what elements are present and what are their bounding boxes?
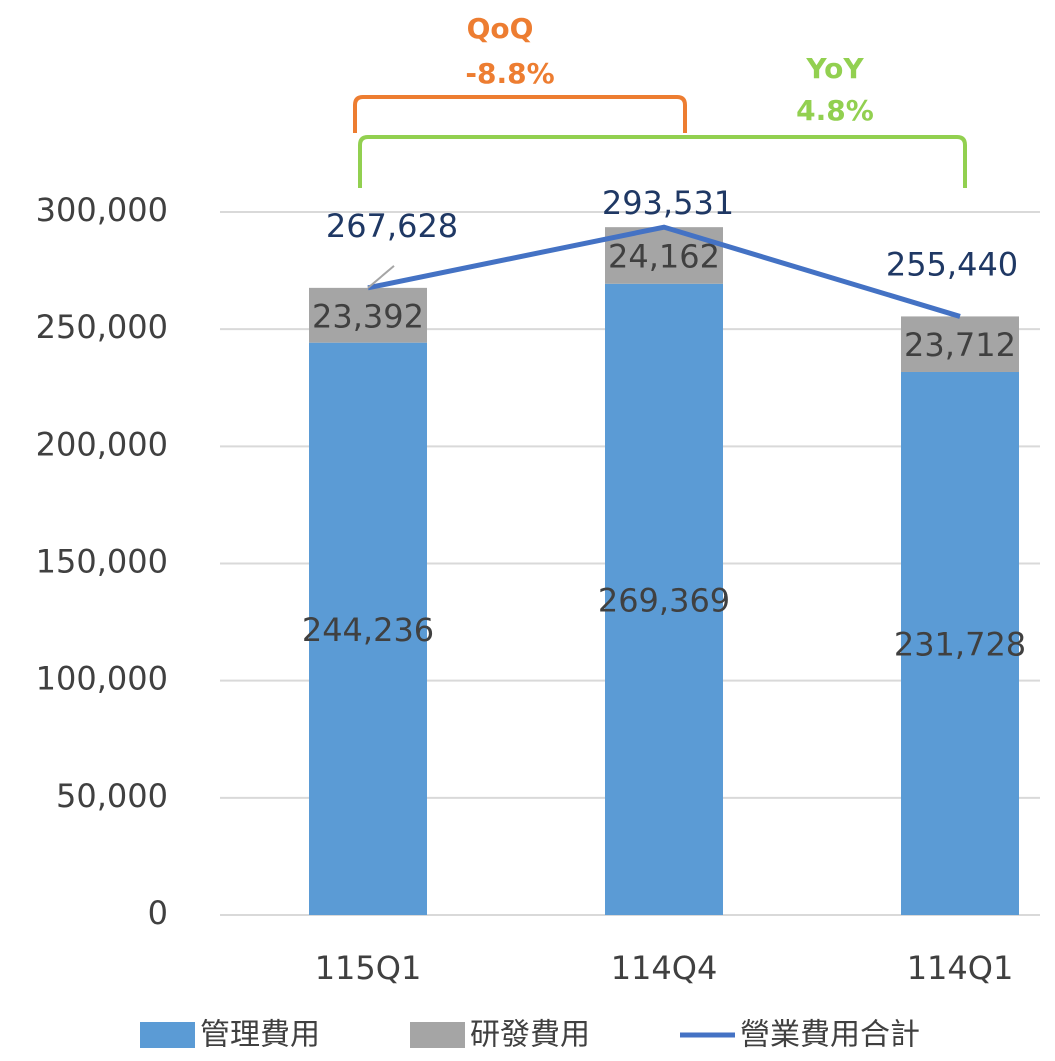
line-series xyxy=(367,224,961,319)
bar-segment xyxy=(901,371,1019,916)
x-tick-label: 114Q4 xyxy=(611,949,718,987)
legend-swatch xyxy=(140,1022,195,1048)
leader-line xyxy=(367,265,395,289)
data-label: 23,712 xyxy=(904,326,1016,364)
bar-segment xyxy=(605,283,723,915)
yoy-value: 4.8% xyxy=(796,94,874,127)
legend-label: 營業費用合計 xyxy=(740,1018,920,1053)
bar-segment xyxy=(901,316,1019,372)
data-label: 244,236 xyxy=(302,611,434,649)
bar-segment xyxy=(309,287,427,343)
yoy-bracket xyxy=(358,135,967,188)
yoy-title: YoY xyxy=(805,52,864,85)
y-tick-label: 0 xyxy=(148,894,168,932)
qoq-title: QoQ xyxy=(467,12,534,45)
data-label: 24,162 xyxy=(608,237,720,275)
bar-segment xyxy=(309,342,427,915)
y-tick-label: 150,000 xyxy=(36,543,168,581)
y-tick-label: 200,000 xyxy=(36,425,168,463)
x-tick-label: 115Q1 xyxy=(315,949,422,987)
y-tick-label: 50,000 xyxy=(56,777,168,815)
qoq-value: -8.8% xyxy=(465,57,554,90)
legend-label: 管理費用 xyxy=(200,1018,320,1053)
legend-label: 研發費用 xyxy=(470,1018,590,1053)
qoq-bracket xyxy=(353,95,687,133)
line-label: 293,531 xyxy=(602,184,734,222)
data-label: 269,369 xyxy=(598,581,730,619)
x-tick-label: 114Q1 xyxy=(907,949,1014,987)
y-tick-label: 100,000 xyxy=(36,660,168,698)
data-label: 231,728 xyxy=(894,625,1026,663)
y-tick-label: 300,000 xyxy=(36,191,168,229)
line-label: 267,628 xyxy=(326,207,458,245)
legend-swatch xyxy=(410,1022,465,1048)
line-label: 255,440 xyxy=(886,245,1018,283)
data-label: 23,392 xyxy=(312,297,424,335)
y-tick-label: 250,000 xyxy=(36,308,168,346)
